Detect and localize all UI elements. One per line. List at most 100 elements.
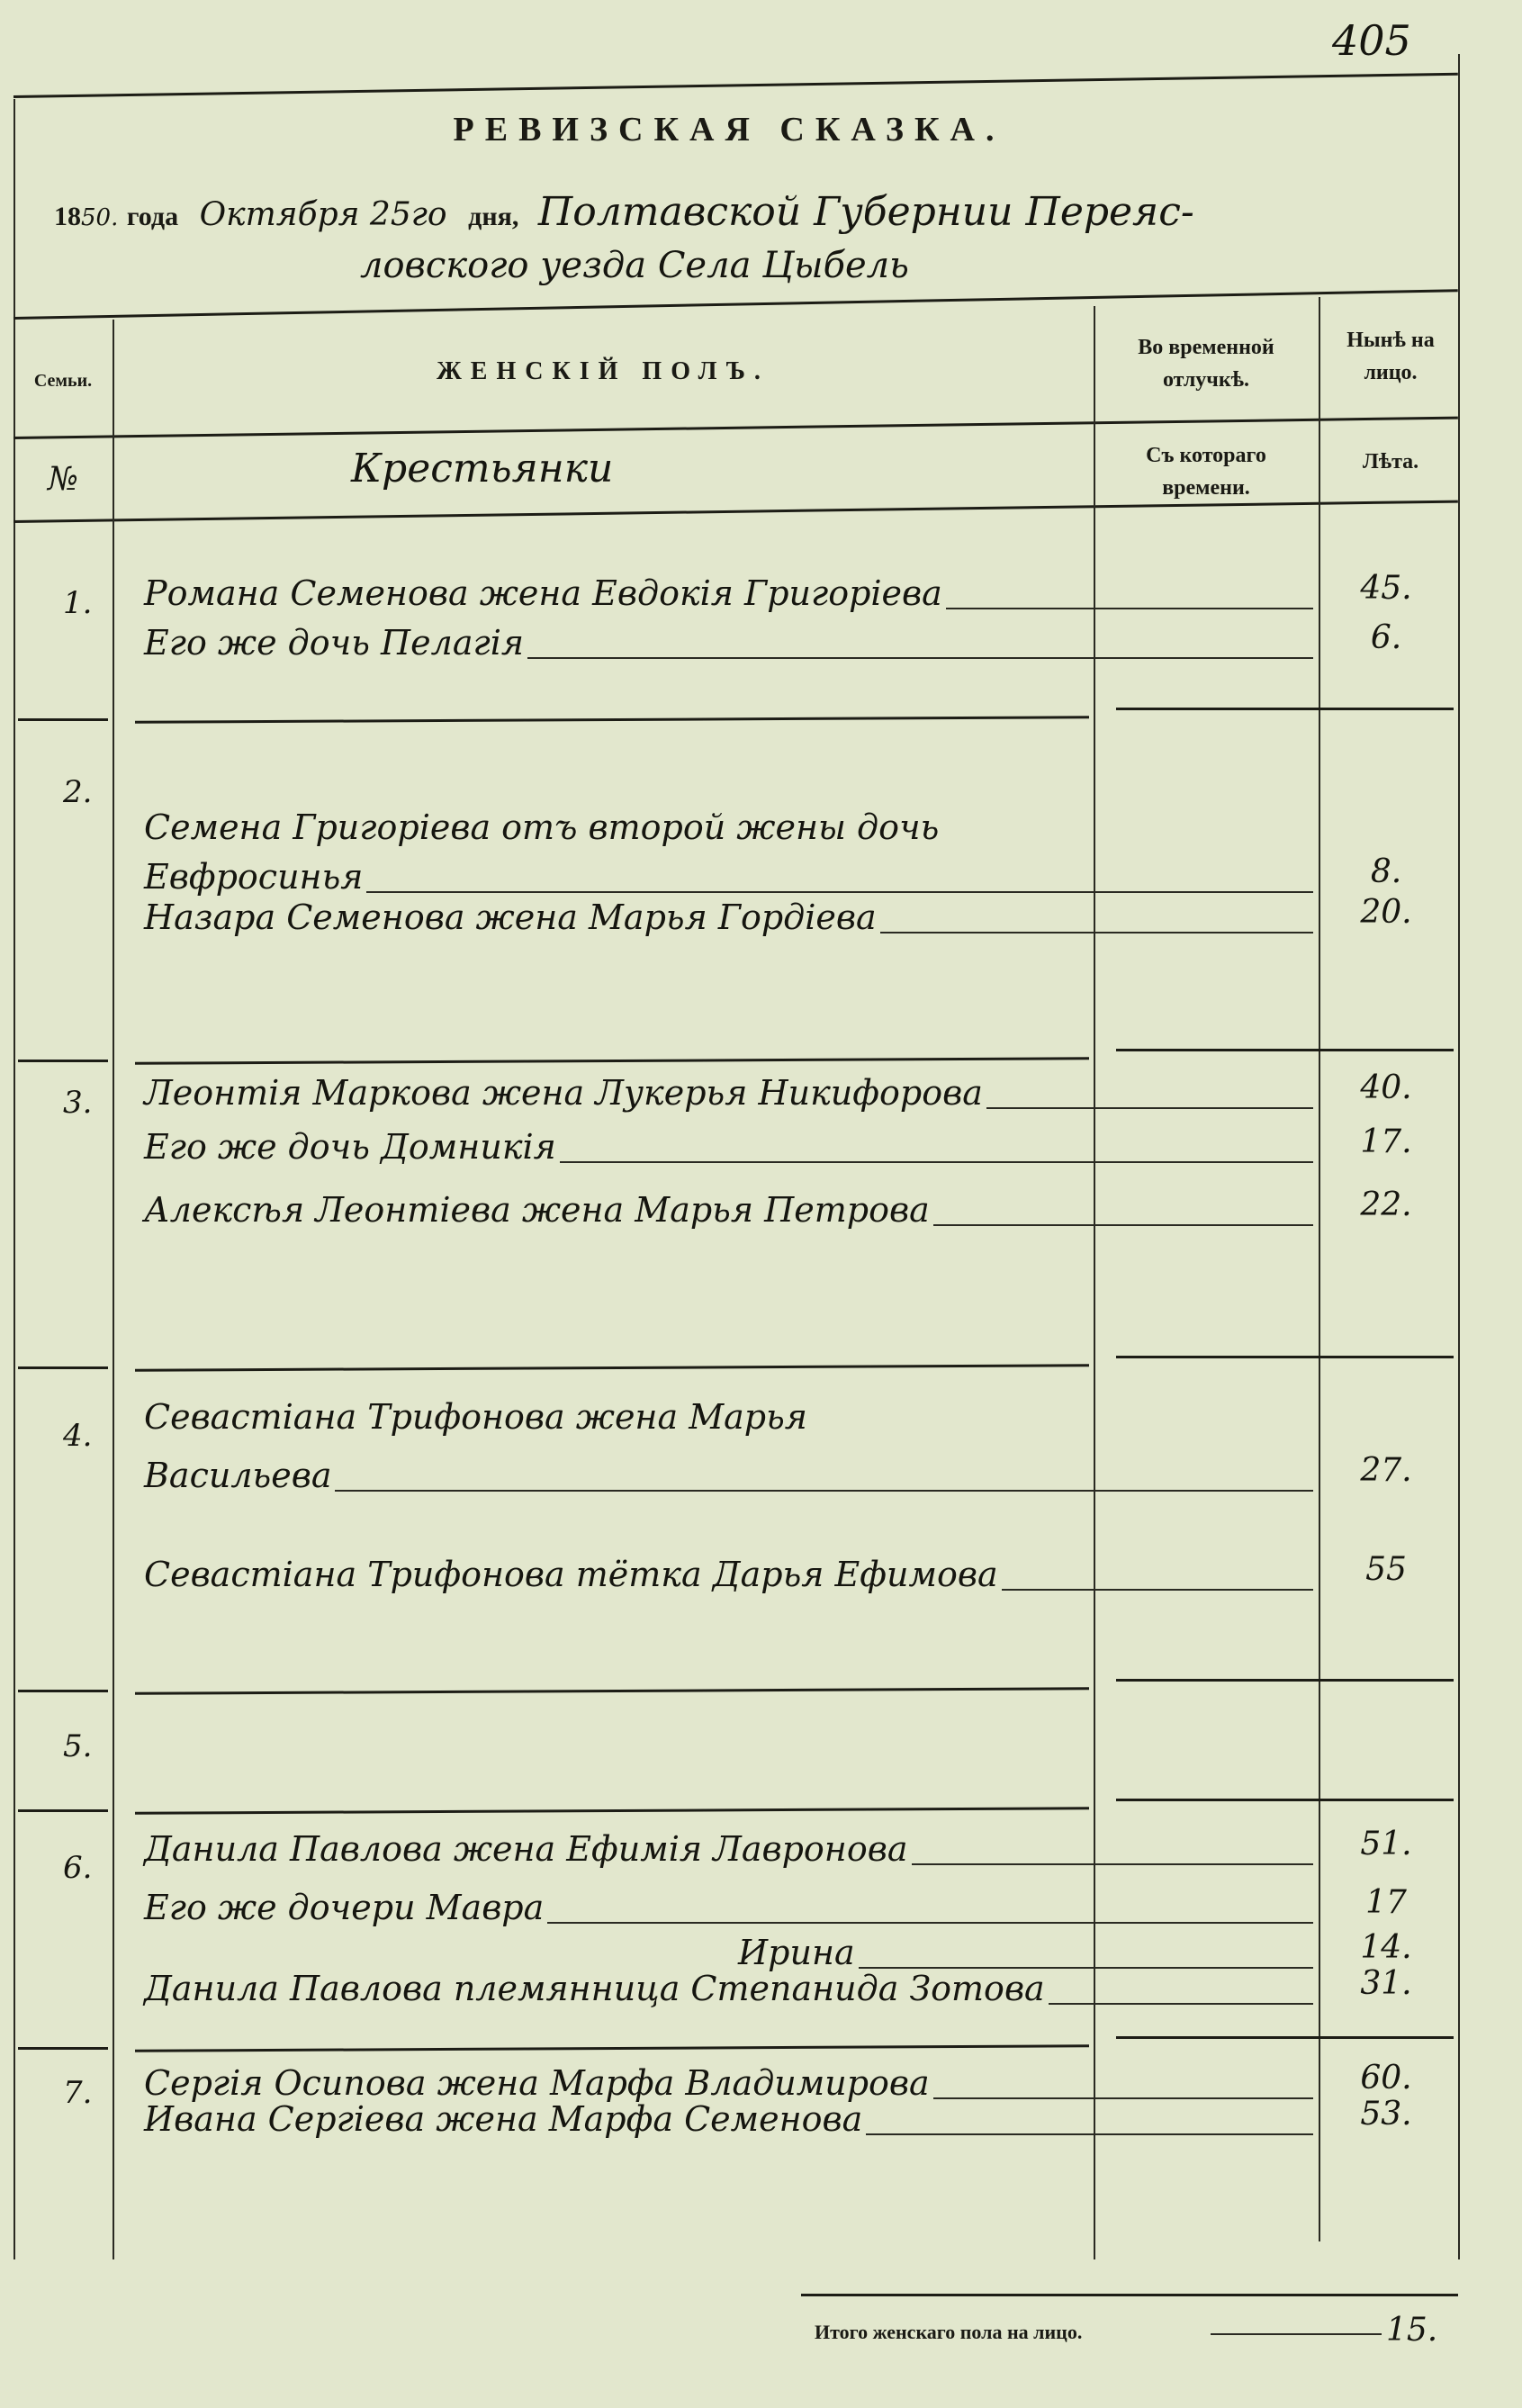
entry-age: 14. [1360, 1929, 1412, 1966]
row-separator [18, 718, 108, 721]
entry-name: Евфросинья [144, 857, 364, 897]
year-suffix: 50. [81, 204, 119, 231]
row-separator [18, 1809, 108, 1812]
entry-dash [366, 891, 1313, 893]
entry-name: Данила Павлова племянница Степанида Зото… [144, 1969, 1045, 2008]
row-separator [134, 1057, 1090, 1065]
entry-dash [912, 1863, 1313, 1865]
family-number: 3. [63, 1085, 93, 1121]
family-number: 5. [63, 1728, 93, 1764]
header-since: Съ котораго времени. [1146, 444, 1266, 500]
entry-age: 27. [1360, 1452, 1412, 1489]
entry-dash [547, 1922, 1313, 1924]
entry-name: Его же дочери Мавра [144, 1888, 545, 1927]
entry-name: Леонтія Маркова жена Лукерья Никифорова [144, 1073, 983, 1113]
dateline: 1850. года Октября 25го дня, Полтавской … [54, 189, 1194, 235]
entry-dash [986, 1107, 1313, 1109]
entry-age: 20. [1360, 894, 1412, 931]
row-separator [1116, 1049, 1454, 1051]
entry-age: 17 [1365, 1884, 1407, 1921]
header-female: ЖЕНСКІЙ ПОЛЪ. [437, 357, 770, 385]
family-number: 1. [63, 585, 93, 621]
row-separator [134, 2044, 1090, 2052]
entry-dash [946, 608, 1313, 609]
entry-age: 45. [1360, 570, 1412, 607]
header-number: № [47, 461, 79, 498]
location-line-1: Полтавской Губернии Переяс- [537, 189, 1194, 235]
total-dash [1211, 2333, 1382, 2335]
row-separator [134, 1364, 1090, 1372]
header-top-rule [13, 289, 1458, 320]
row-separator [1116, 708, 1454, 710]
family-number: 4. [63, 1418, 93, 1454]
col-divider-1 [113, 320, 114, 2259]
entry-name: Севастiана Трифонова тётка Дарья Ефимова [144, 1555, 998, 1594]
month-day: Октября 25го [199, 196, 447, 233]
row-separator [1116, 1356, 1454, 1358]
entry-name: Назара Семенова жена Марья Гордiева [144, 897, 877, 937]
entry-name: Его же дочь Домникія [144, 1127, 556, 1167]
header-years: Лѣта. [1362, 450, 1419, 473]
entry-dash [560, 1161, 1313, 1163]
entry-name: Ивана Сергiева жена Марфа Семенова [144, 2099, 863, 2139]
entry-age: 22. [1360, 1186, 1412, 1223]
header-present: Нынѣ на лицо. [1346, 329, 1435, 384]
entry-name: Данила Павлова жена Ефимія Лавронова [144, 1829, 908, 1869]
entry-name: Сергія Осипова жена Марфа Владимирова [144, 2063, 930, 2103]
entry-age: 53. [1360, 2096, 1412, 2133]
entry-age: 40. [1360, 1069, 1412, 1106]
entry-dash [933, 1224, 1313, 1226]
entry-age: 6. [1370, 619, 1402, 656]
row-separator [1116, 2036, 1454, 2039]
row-separator [1116, 1799, 1454, 1801]
row-separator [18, 1690, 108, 1692]
row-separator [18, 1060, 108, 1062]
row-separator [18, 1366, 108, 1369]
header-family: Семьи. [33, 371, 93, 391]
entry-age: 60. [1360, 2060, 1412, 2097]
location-line-2: ловского уезда Села Цыбель [360, 245, 909, 286]
header-category: Крестьянки [351, 446, 614, 492]
entry-name: Севастiана Трифонова жена Марья [144, 1397, 807, 1437]
document-title: РЕВИЗСКАЯ СКАЗКА. [453, 111, 1005, 149]
entry-dash [866, 2133, 1313, 2135]
family-number: 7. [63, 2075, 93, 2111]
page-number: 405 [1332, 16, 1411, 65]
entry-age: 31. [1360, 1965, 1412, 2002]
entry-dash [527, 657, 1313, 659]
entry-dash [859, 1967, 1313, 1969]
entry-dash [933, 2097, 1313, 2099]
row-separator [134, 1687, 1090, 1695]
entry-name: Романа Семенова жена Евдокія Григорiева [144, 573, 942, 613]
entry-age: 55 [1365, 1551, 1407, 1588]
family-number: 6. [63, 1850, 93, 1886]
entry-name: Семена Григорiева отъ второй жены дочь [144, 807, 940, 847]
entry-name: Ирина [738, 1933, 855, 1972]
header-mid-rule [13, 416, 1458, 439]
row-separator [1116, 1679, 1454, 1682]
col-divider-2 [1094, 306, 1095, 2259]
entry-dash [1002, 1589, 1313, 1591]
col-divider-3 [1319, 297, 1320, 2241]
entry-dash [1049, 2003, 1313, 2005]
entry-name: Алексѣя Леонтiева жена Марья Петрова [144, 1190, 930, 1230]
day-word: дня, [468, 202, 519, 231]
entry-age: 17. [1360, 1123, 1412, 1160]
total-rule [801, 2294, 1458, 2296]
top-border [13, 72, 1458, 98]
total-value: 15. [1386, 2312, 1438, 2349]
entry-dash [880, 932, 1313, 933]
row-separator [134, 716, 1090, 724]
year-prefix: 18 [54, 202, 81, 231]
entry-dash [335, 1490, 1313, 1492]
family-number: 2. [63, 774, 93, 810]
year-word: года [126, 202, 179, 231]
left-border [14, 99, 15, 2259]
header-absence: Во временной отлучкѣ. [1138, 336, 1274, 392]
total-label: Итого женскаго пола на лицо. [815, 2321, 1083, 2343]
entry-name: Его же дочь Пелагія [144, 623, 525, 663]
entry-age: 51. [1360, 1826, 1412, 1862]
row-separator [134, 1807, 1090, 1815]
right-border [1458, 54, 1460, 2259]
entry-name: Васильева [144, 1456, 332, 1495]
